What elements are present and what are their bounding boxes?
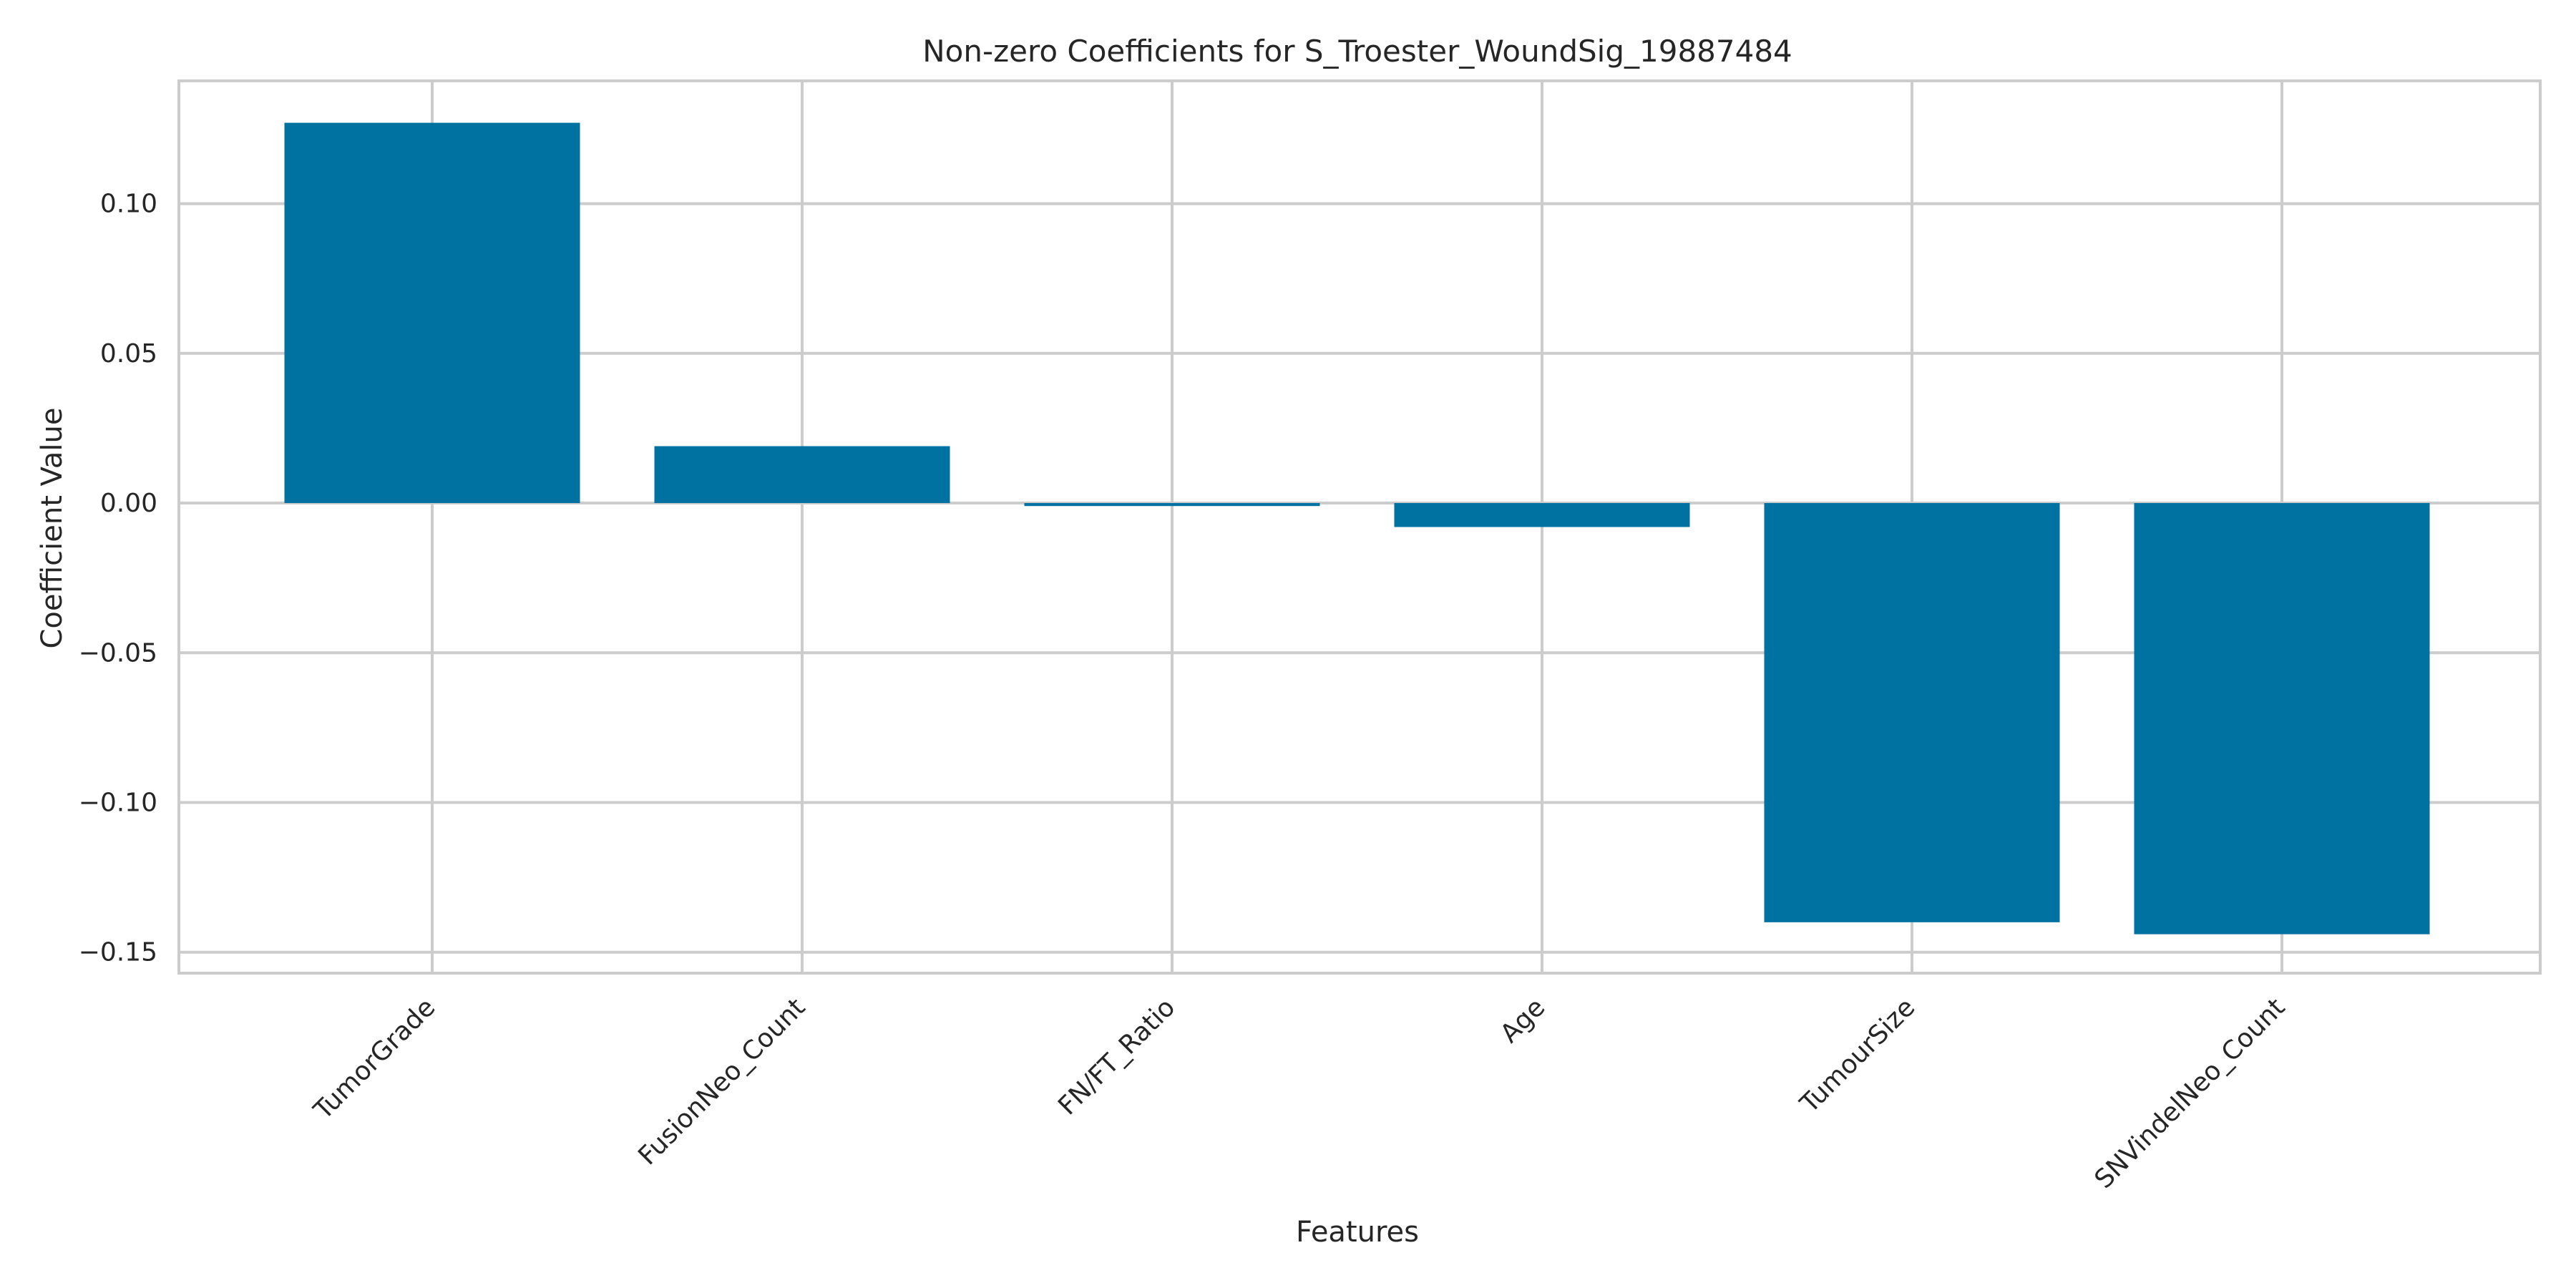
- y-tick-label: −0.05: [79, 638, 157, 668]
- bar-tumorgrade: [284, 122, 580, 504]
- x-tick-label: FusionNeo_Count: [633, 992, 811, 1171]
- y-tick-label: −0.15: [79, 938, 157, 967]
- x-tick-labels: TumorGrade FusionNeo_Count FN/FT_Ratio Age T…: [308, 992, 2290, 1194]
- chart-title: Non-zero Coefficients for S_Troester_Wou…: [922, 34, 1792, 69]
- bars: [284, 122, 2430, 935]
- bar-tumoursize: [1764, 503, 2060, 922]
- x-tick-label: FN/FT_Ratio: [1053, 992, 1181, 1121]
- x-tick-label: TumorGrade: [308, 992, 441, 1126]
- bar-age: [1394, 503, 1690, 527]
- bar-snvindelneo-count: [2134, 503, 2430, 935]
- y-tick-label: −0.10: [79, 788, 157, 817]
- bar-fn-ft-ratio: [1024, 503, 1320, 507]
- x-tick-label: TumourSize: [1795, 992, 1921, 1119]
- y-tick-label: 0.10: [100, 190, 157, 219]
- y-tick-labels: 0.10 0.05 0.00 −0.05 −0.10 −0.15: [79, 190, 157, 967]
- bar-fusionneo-count: [654, 446, 950, 504]
- x-tick-label: SNVindelNeo_Count: [2089, 992, 2291, 1194]
- y-tick-label: 0.05: [100, 339, 157, 369]
- y-axis-label: Coefficient Value: [36, 408, 69, 649]
- y-tick-label: 0.00: [100, 489, 157, 518]
- x-axis-label: Features: [1296, 1216, 1419, 1249]
- x-tick-label: Age: [1495, 992, 1551, 1048]
